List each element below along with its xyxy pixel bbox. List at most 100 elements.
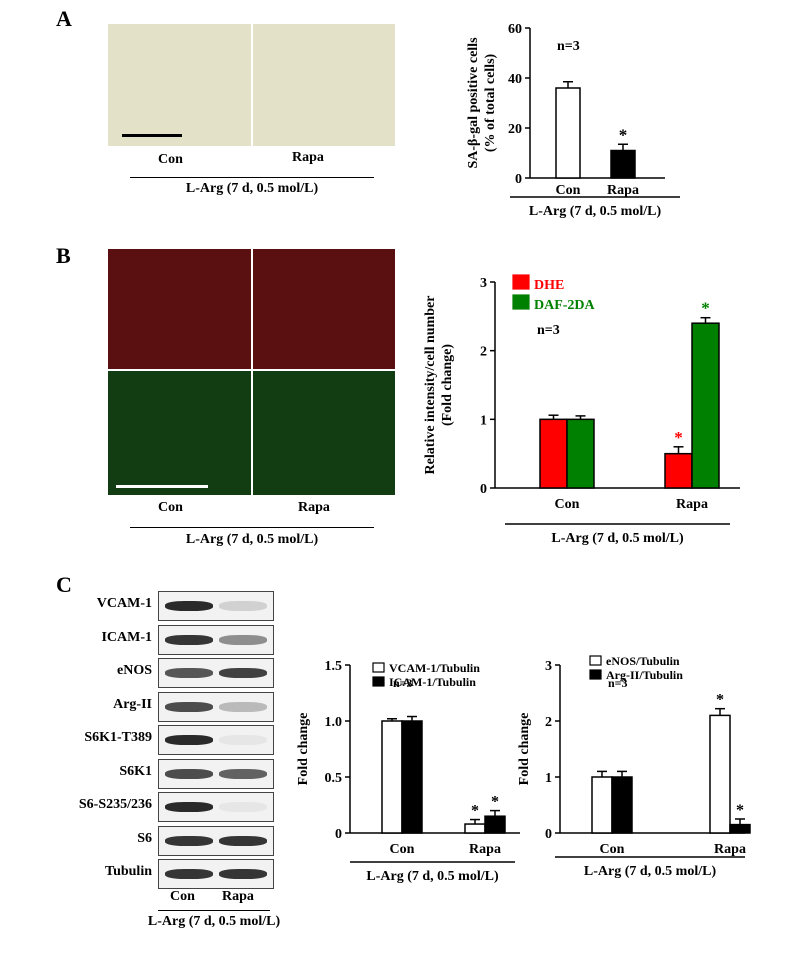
blot-band: [219, 869, 267, 879]
bar: [610, 149, 636, 179]
y-axis-label: Relative intensity/cell number: [423, 296, 438, 475]
blot-band: [165, 601, 213, 611]
blot-label: VCAM-1: [96, 596, 152, 611]
blot-label: ICAM-1: [101, 629, 152, 645]
y-tick-label: 0: [515, 172, 522, 187]
legend-entry: DAF-2DA: [534, 298, 596, 313]
micrograph-a-rapa: [253, 24, 395, 146]
y-tick-label: 3: [480, 276, 487, 291]
x-axis-label: L-Arg (7 d, 0.5 mol/L): [584, 864, 717, 879]
y-tick-label: 60: [508, 22, 522, 37]
sample-size-label: n=3: [608, 676, 628, 690]
blot-label: Tubulin: [105, 864, 152, 879]
x-tick-label: Rapa: [469, 842, 501, 857]
y-tick-label: 0: [480, 482, 487, 497]
significance-mark: *: [701, 299, 710, 318]
blot-band: [165, 701, 213, 712]
significance-mark: *: [716, 692, 724, 709]
y-tick-label: 2: [480, 345, 487, 360]
chart-enos-arg: 0 1 2 3 Fold change Con * * Rapa L-Arg (7 d, 0.5 …: [517, 654, 751, 879]
y-axis-label: Fold change: [296, 713, 311, 786]
x-tick-label: Rapa: [607, 183, 639, 198]
legend-swatch: [372, 676, 385, 687]
y-tick-label: 0: [545, 827, 552, 842]
y-axis-label: (Fold change): [440, 344, 455, 426]
bar: [484, 815, 506, 834]
blot-strip: [158, 658, 274, 688]
treatment-label-b-images: L-Arg (7 d, 0.5 mol/L): [185, 532, 319, 547]
lane-label-con: Con: [170, 889, 195, 904]
bar: [709, 714, 731, 834]
significance-mark: *: [619, 125, 628, 144]
legend-entry: Arg-II/Tubulin: [606, 668, 683, 682]
treatment-line: [130, 177, 374, 178]
blot-band: [165, 634, 213, 645]
blot-label: S6: [137, 830, 152, 846]
x-tick-label: Rapa: [676, 497, 708, 512]
lane-label-rapa: Rapa: [222, 889, 254, 904]
blot-band: [165, 735, 213, 745]
legend-entry: eNOS/Tubulin: [606, 654, 680, 668]
x-tick-label: Rapa: [714, 842, 746, 857]
blot-band: [165, 668, 213, 678]
blot-band: [219, 668, 267, 678]
image-label-rapa: Rapa: [298, 500, 330, 515]
bar: [381, 720, 403, 834]
legend-swatch: [589, 669, 602, 680]
image-label-rapa: Rapa: [292, 150, 324, 165]
bar: [566, 418, 595, 489]
sample-size-label: n=3: [557, 39, 580, 54]
micrograph-daf-con: [108, 371, 251, 495]
blot-label: Arg-II: [113, 696, 152, 712]
blot-strip: [158, 591, 274, 621]
blot-strip: [158, 725, 274, 755]
bar: [464, 823, 486, 834]
x-tick-label: Con: [600, 842, 625, 857]
x-axis-label: L-Arg (7 d, 0.5 mol/L): [551, 531, 684, 546]
bar: [729, 823, 751, 834]
blot-label: S6-S235/236: [78, 797, 152, 812]
blot-band: [165, 768, 213, 779]
significance-mark: *: [674, 428, 683, 447]
y-tick-label: 20: [508, 122, 522, 137]
panel-letter-c: C: [56, 572, 72, 597]
blot-label: S6K1: [119, 763, 152, 779]
scale-bar: [122, 134, 182, 137]
sample-size-label: n=3: [537, 323, 560, 338]
micrograph-daf-rapa: [253, 371, 395, 495]
micrograph-dhe-rapa: [253, 249, 395, 369]
legend-swatch: [372, 662, 385, 673]
blot-band: [219, 634, 267, 645]
blot-strip: [158, 624, 274, 655]
bar: [555, 87, 581, 179]
blot-band: [165, 802, 213, 812]
significance-mark: *: [491, 794, 499, 811]
micrograph-dhe-con: [108, 249, 251, 369]
legend-swatch: [512, 294, 530, 310]
bar: [611, 776, 633, 834]
blot-strip: [158, 792, 274, 822]
image-label-con: Con: [158, 152, 183, 167]
legend-swatch: [512, 274, 530, 290]
x-tick-label: Con: [555, 497, 580, 512]
y-axis-label: (% of total cells): [483, 53, 498, 152]
legend-entry: DHE: [534, 278, 564, 293]
blot-band: [219, 601, 267, 611]
significance-mark: *: [736, 802, 744, 819]
blot-band: [219, 735, 267, 745]
bar: [401, 720, 423, 834]
legend-entry: ICAM-1/Tubulin: [389, 675, 476, 689]
image-label-con: Con: [158, 500, 183, 515]
chart-senescence: 0 20 40 60 SA-β-gal positive cells (% of tota…: [466, 22, 680, 219]
treatment-line: [158, 910, 270, 911]
blot-label: eNOS: [117, 663, 152, 678]
treatment-label-blot: L-Arg (7 d, 0.5 mol/L): [147, 914, 281, 929]
sample-size-label: n=3: [393, 676, 413, 690]
panel-letter-b: B: [56, 243, 71, 268]
blot-strip: [158, 758, 274, 789]
blot-band: [219, 768, 267, 779]
panel-letter-a: A: [56, 6, 72, 31]
y-axis-label: Fold change: [517, 713, 532, 786]
scale-bar: [116, 485, 208, 488]
blot-band: [219, 701, 267, 712]
